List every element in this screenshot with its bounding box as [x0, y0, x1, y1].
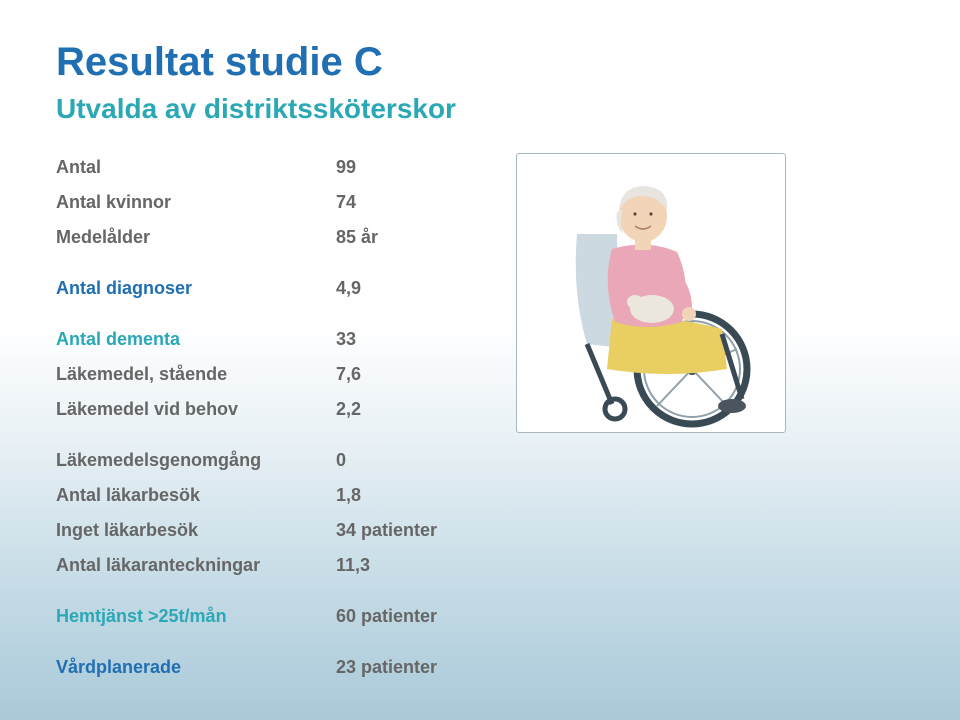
stat-label: Antal diagnoser — [56, 274, 336, 303]
stat-value: 23 patienter — [336, 653, 476, 682]
illustration-frame — [516, 153, 786, 433]
stat-value: 0 — [336, 446, 476, 475]
stat-label: Läkemedelsgenomgång — [56, 446, 336, 475]
content-area: Antal99Antal kvinnor74Medelålder85 årAnt… — [56, 153, 904, 682]
stat-value: 7,6 — [336, 360, 476, 389]
stat-label: Medelålder — [56, 223, 336, 252]
stat-value: 4,9 — [336, 274, 476, 303]
stat-value: 11,3 — [336, 551, 476, 580]
stat-label: Vårdplanerade — [56, 653, 336, 682]
stat-label: Hemtjänst >25t/mån — [56, 602, 336, 631]
stat-value: 74 — [336, 188, 476, 217]
stat-label: Antal läkaranteckningar — [56, 551, 336, 580]
stat-label: Läkemedel, stående — [56, 360, 336, 389]
stat-value: 1,8 — [336, 481, 476, 510]
stat-value: 2,2 — [336, 395, 476, 424]
stat-value: 34 patienter — [336, 516, 476, 545]
row-spacer — [56, 586, 476, 596]
row-spacer — [56, 258, 476, 268]
stat-value: 99 — [336, 153, 476, 182]
elderly-woman-wheelchair-icon — [517, 154, 786, 433]
row-spacer — [56, 309, 476, 319]
stat-value: 60 patienter — [336, 602, 476, 631]
stat-label: Inget läkarbesök — [56, 516, 336, 545]
stat-value: 33 — [336, 325, 476, 354]
stat-label: Antal — [56, 153, 336, 182]
stat-label: Antal kvinnor — [56, 188, 336, 217]
stat-value: 85 år — [336, 223, 476, 252]
row-spacer — [56, 430, 476, 440]
data-table: Antal99Antal kvinnor74Medelålder85 årAnt… — [56, 153, 476, 682]
page-subtitle: Utvalda av distriktssköterskor — [56, 93, 904, 125]
stat-label: Antal dementa — [56, 325, 336, 354]
stat-label: Antal läkarbesök — [56, 481, 336, 510]
page-title: Resultat studie C — [56, 40, 904, 85]
row-spacer — [56, 637, 476, 647]
stat-label: Läkemedel vid behov — [56, 395, 336, 424]
